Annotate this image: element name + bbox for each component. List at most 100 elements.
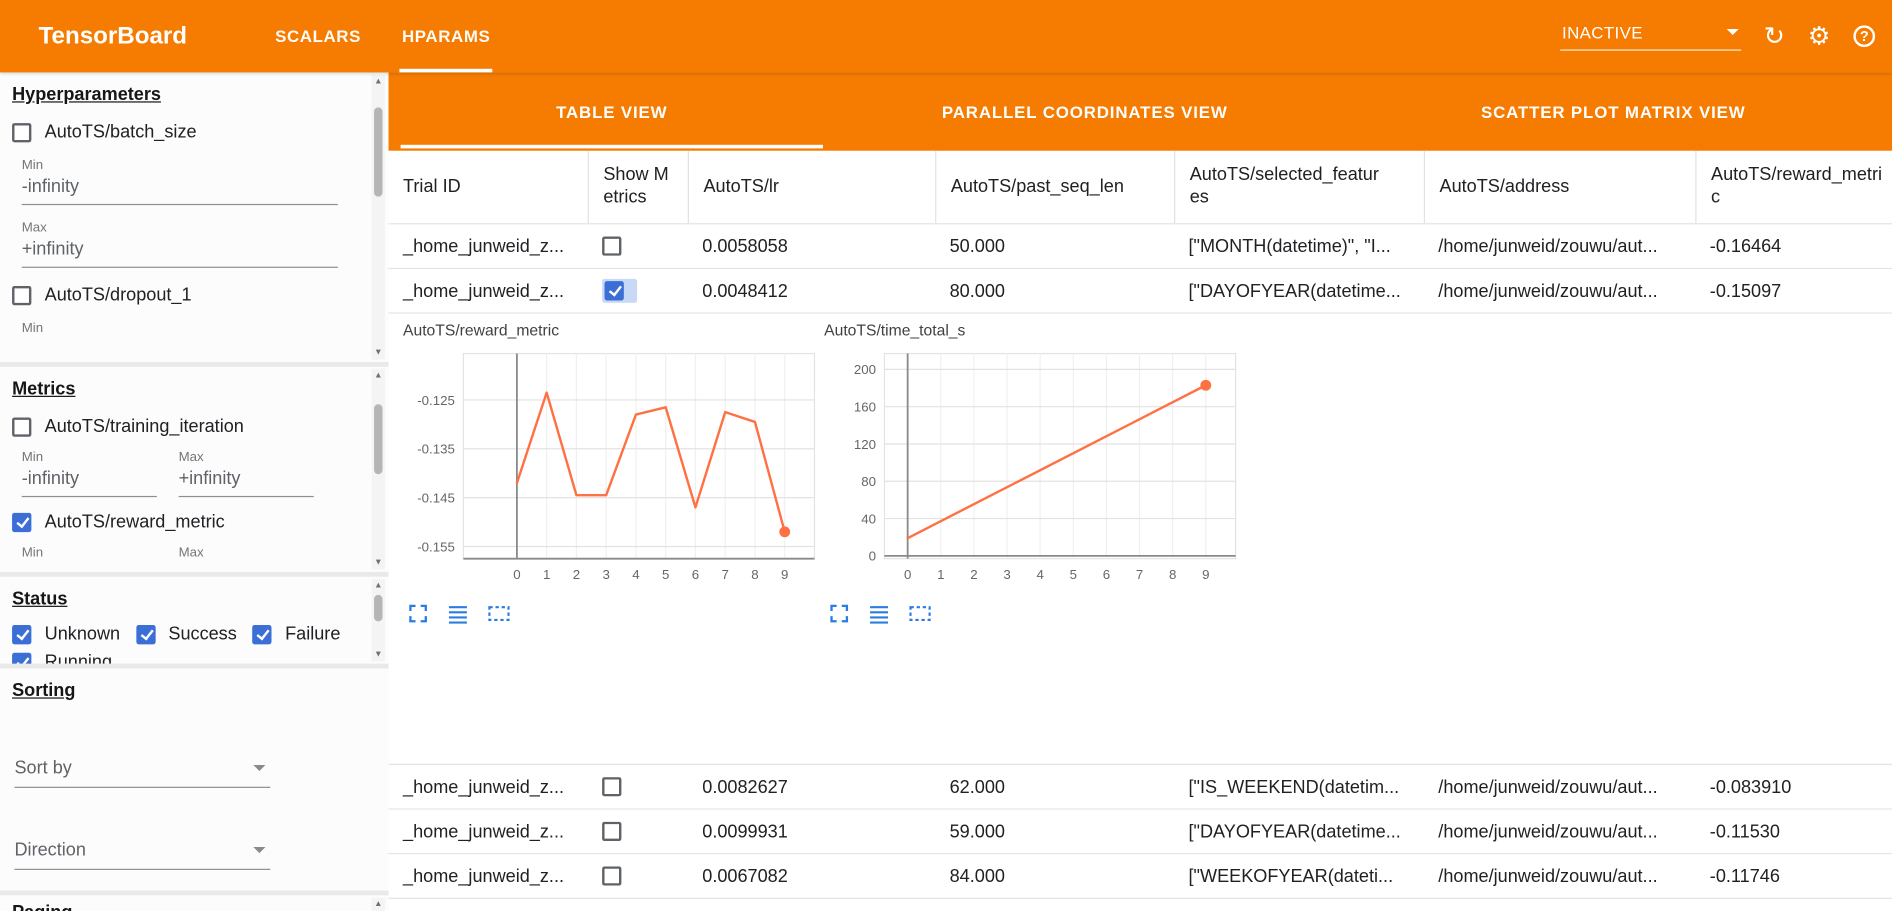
scrollbar[interactable]: ▲ ▼ <box>371 579 385 662</box>
tab-parallel-coordinates-view[interactable]: PARALLEL COORDINATES VIEW <box>941 101 1228 122</box>
sort-direction-select[interactable]: Direction <box>14 834 271 870</box>
sorting-section: Sorting Sort by Direction <box>0 668 389 891</box>
tab-hparams[interactable]: HPARAMS <box>381 0 510 73</box>
show-metrics-checkbox[interactable] <box>602 866 622 886</box>
scroll-down-arrow-icon[interactable]: ▼ <box>374 348 383 358</box>
hparam-batch-size-row[interactable]: AutoTS/batch_size <box>12 122 352 142</box>
status-failure-row[interactable]: Failure <box>252 624 340 644</box>
status-failure-checkbox[interactable] <box>252 624 272 644</box>
past-seq-len-cell: 50.000 <box>949 235 1005 257</box>
svg-text:-0.135: -0.135 <box>417 442 455 457</box>
chevron-down-icon <box>1726 28 1739 35</box>
table-row[interactable]: _home_junweid_z... 0.0082627 62.000 ["IS… <box>388 765 1892 810</box>
col-header-show-metrics: Show Metrics <box>587 150 688 224</box>
maximize-chart-icon[interactable] <box>829 603 850 624</box>
chart-title: AutoTS/reward_metric <box>403 320 560 340</box>
scroll-down-arrow-icon[interactable]: ▼ <box>374 558 383 568</box>
svg-text:-0.155: -0.155 <box>417 539 455 554</box>
status-row: Running <box>12 644 352 664</box>
sort-by-select[interactable]: Sort by <box>14 752 271 788</box>
chart-toolbar <box>824 603 1249 624</box>
chevron-down-icon <box>253 765 266 772</box>
show-metrics-checkbox[interactable] <box>602 236 622 256</box>
tab-scalars[interactable]: SCALARS <box>275 26 361 46</box>
help-icon[interactable]: ? <box>1853 25 1876 48</box>
scroll-up-arrow-icon[interactable]: ▲ <box>374 371 383 381</box>
scroll-up-arrow-icon[interactable]: ▲ <box>374 77 383 86</box>
status-success-checkbox[interactable] <box>135 624 156 644</box>
selected-features-cell: ["IS_WEEKEND(datetim... <box>1188 776 1400 797</box>
address-cell: /home/junweid/zouwu/aut... <box>1438 776 1658 797</box>
scrollbar-track[interactable] <box>372 88 385 346</box>
metrics-heading: Metrics <box>12 378 76 400</box>
metric-chart-block: AutoTS/reward_metric -0.125 -0.135 -0.145-… <box>403 321 828 624</box>
scrollbar[interactable]: ▲ ▼ <box>371 897 385 911</box>
max-label: Max <box>178 450 204 465</box>
scrollbar-track[interactable] <box>372 592 385 648</box>
metric-reward-metric-checkbox[interactable] <box>12 512 32 532</box>
status-success-row[interactable]: Success <box>135 624 237 644</box>
lr-cell: 0.0048412 <box>702 280 788 302</box>
scrollbar-thumb[interactable] <box>374 107 383 197</box>
scroll-up-arrow-icon[interactable]: ▲ <box>374 900 383 909</box>
maximize-chart-icon[interactable] <box>408 603 429 624</box>
min-label: Min <box>21 450 44 465</box>
chart-toolbar <box>403 603 828 624</box>
run-status-dropdown[interactable]: INACTIVE <box>1559 22 1741 51</box>
scrollbar[interactable]: ▲ ▼ <box>371 74 385 360</box>
run-status-value: INACTIVE <box>1562 22 1643 42</box>
max-input[interactable]: +infinity <box>21 235 338 268</box>
refresh-icon[interactable]: ↻ <box>1763 22 1785 51</box>
col-header-trial-id: Trial ID <box>403 175 461 197</box>
svg-text:200: 200 <box>854 362 876 377</box>
svg-text:-0.125: -0.125 <box>417 393 455 408</box>
show-metrics-checkbox[interactable] <box>602 777 622 797</box>
scrollbar-thumb[interactable] <box>374 404 383 475</box>
min-input[interactable]: -infinity <box>21 173 338 206</box>
metric-training-iteration-checkbox[interactable] <box>12 416 32 437</box>
marquee-select-icon[interactable] <box>487 603 510 624</box>
hparam-dropout-row[interactable]: AutoTS/dropout_1 <box>12 285 352 305</box>
table-row[interactable]: _home_junweid_z... 0.0048412 80.000 ["DA… <box>388 269 1892 314</box>
table-row[interactable]: _home_junweid_z... 0.0067082 84.000 ["WE… <box>388 854 1892 899</box>
sorting-heading: Sorting <box>12 680 76 702</box>
scroll-up-arrow-icon[interactable]: ▲ <box>374 581 383 591</box>
status-row: Unknown Success Failure <box>12 617 352 644</box>
status-running-row[interactable]: Running <box>12 652 112 664</box>
show-metrics-checkbox[interactable] <box>602 821 622 842</box>
status-running-checkbox[interactable] <box>12 652 32 664</box>
checkbox-highlight <box>602 278 638 303</box>
scrollbar[interactable]: ▲ ▼ <box>371 369 385 570</box>
data-list-icon[interactable] <box>448 603 469 624</box>
metric-reward-metric-row[interactable]: AutoTS/reward_metric <box>12 512 352 532</box>
table-row[interactable]: _home_junweid_z... 0.0058058 50.000 ["MO… <box>388 224 1892 270</box>
tab-table-view[interactable]: TABLE VIEW <box>389 72 835 150</box>
data-list-icon[interactable] <box>869 603 890 624</box>
address-cell: /home/junweid/zouwu/aut... <box>1438 821 1658 842</box>
tab-scatter-plot-matrix-view[interactable]: SCATTER PLOT MATRIX VIEW <box>1480 101 1746 122</box>
trial-id-cell: _home_junweid_z... <box>403 865 565 887</box>
marquee-select-icon[interactable] <box>909 603 932 624</box>
status-unknown-row[interactable]: Unknown <box>12 624 120 644</box>
app-title: TensorBoard <box>38 22 188 49</box>
hparam-batch-size-checkbox[interactable] <box>12 122 32 142</box>
max-input[interactable]: +infinity <box>178 465 314 498</box>
min-max-row: Min Max <box>22 532 353 559</box>
sessions-table: Trial ID Show Metrics AutoTS/lr AutoTS/p… <box>388 150 1892 899</box>
status-unknown-checkbox[interactable] <box>12 624 32 644</box>
metric-training-iteration-row[interactable]: AutoTS/training_iteration <box>12 416 352 437</box>
min-input[interactable]: -infinity <box>21 465 157 498</box>
gear-icon[interactable]: ⚙ <box>1807 22 1831 51</box>
lr-cell: 0.0082627 <box>702 776 788 797</box>
paging-heading: Paging <box>12 903 72 911</box>
metrics-section: Metrics AutoTS/training_iteration Min -i… <box>0 366 389 572</box>
top-toolbar: TensorBoard SCALARS HPARAMS INACTIVE ↻ ⚙… <box>0 0 1892 73</box>
scrollbar-thumb[interactable] <box>374 594 383 622</box>
show-metrics-checkbox[interactable] <box>604 281 624 301</box>
view-tabs: TABLE VIEW PARALLEL COORDINATES VIEW SCA… <box>388 72 1892 151</box>
table-row[interactable]: _home_junweid_z... 0.0099931 59.000 ["DA… <box>388 809 1892 855</box>
hparam-dropout-checkbox[interactable] <box>12 285 32 305</box>
scroll-down-arrow-icon[interactable]: ▼ <box>374 650 383 659</box>
scrollbar-track[interactable] <box>372 383 385 557</box>
svg-text:6: 6 <box>1103 567 1110 582</box>
